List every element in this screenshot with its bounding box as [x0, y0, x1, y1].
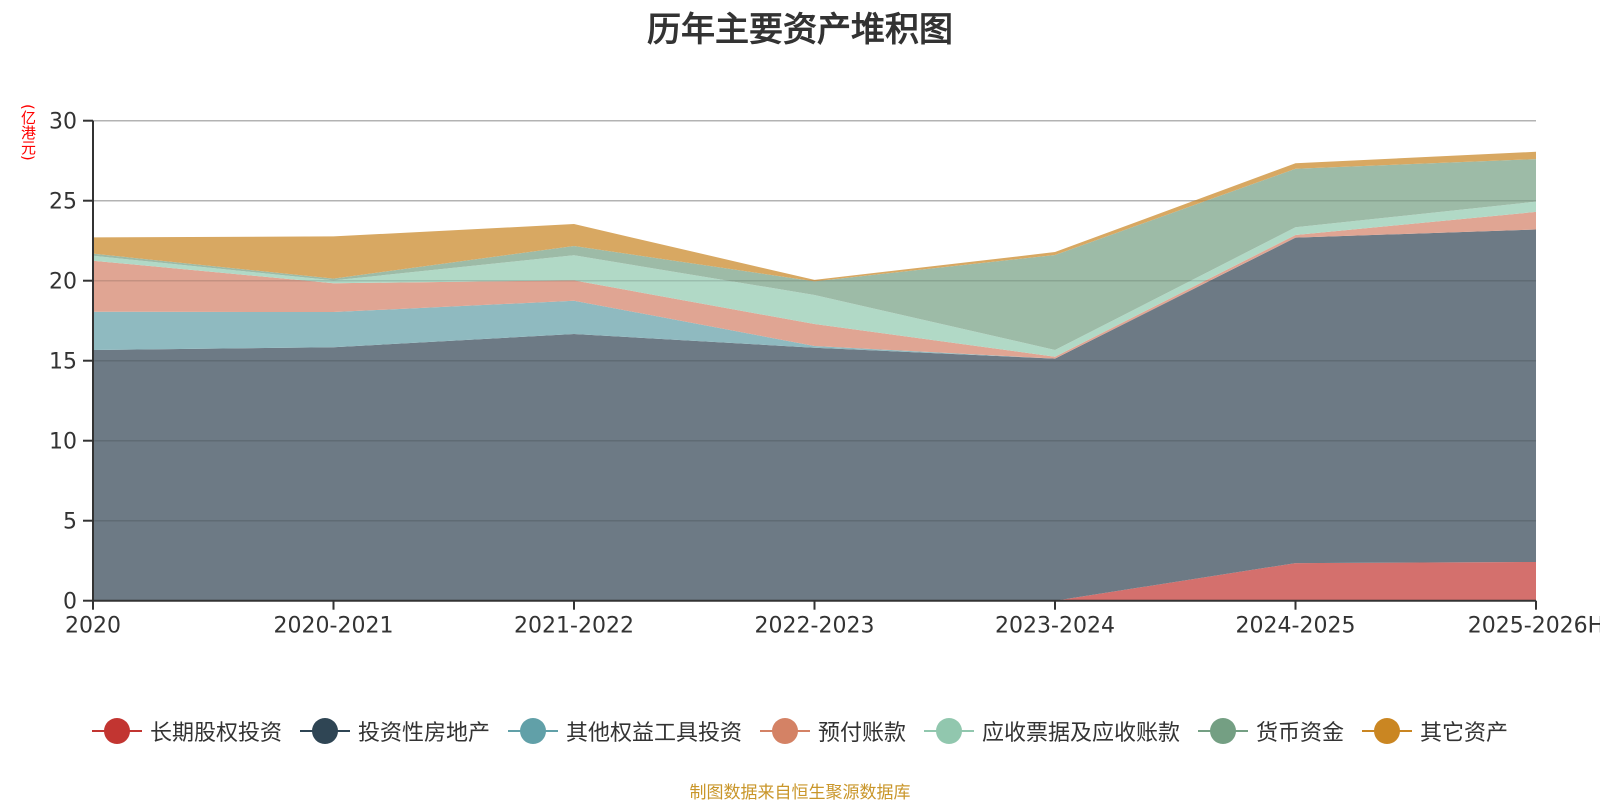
source-note: 制图数据来自恒生聚源数据库: [689, 783, 911, 803]
legend-item-3[interactable]: 预付账款: [759, 715, 906, 747]
legend-label: 货币资金: [1256, 721, 1345, 746]
axes: 0 5 10 15 20 25 30 2020 2020-2021 2021-2022 2022-2…: [49, 110, 1600, 639]
legend: 长期股权投资 投资性房地产 其他权益工具投资 预付账款 应收票据及应收账款 货币资金 其它资…: [0, 715, 1600, 747]
legend-marker-icon: [507, 718, 558, 744]
y-tick-label: 0: [63, 590, 77, 615]
stacked-area-chart: 0 5 10 15 20 25 30 2020 2020-2021 2021-2022 2022-2…: [49, 110, 1600, 639]
legend-marker-icon: [91, 718, 142, 744]
legend-item-1[interactable]: 投资性房地产: [299, 715, 490, 747]
legend-label: 长期股权投资: [149, 721, 282, 746]
y-tick-label: 5: [63, 510, 77, 535]
x-tick-label: 2023-2024: [995, 614, 1115, 639]
x-tick-label: 2021-2022: [514, 614, 634, 639]
y-tick-label: 15: [49, 350, 77, 375]
legend-item-4[interactable]: 应收票据及应收账款: [924, 715, 1180, 747]
y-tick-label: 25: [49, 190, 77, 215]
area-series-0[interactable]: [93, 561, 1536, 601]
y-tick-label: 10: [49, 430, 77, 455]
legend-marker-icon: [299, 718, 350, 744]
legend-label: 其它资产: [1420, 721, 1509, 746]
area-series-1[interactable]: [93, 229, 1536, 601]
legend-item-2[interactable]: 其他权益工具投资: [507, 715, 742, 747]
legend-item-6[interactable]: 其它资产: [1362, 715, 1508, 747]
legend-item-5[interactable]: 货币资金: [1198, 715, 1344, 747]
legend-marker-icon: [759, 718, 810, 744]
area-series-4[interactable]: [93, 201, 1536, 357]
legend-item-0[interactable]: 长期股权投资: [91, 715, 282, 747]
x-tick-label: 2020: [65, 614, 121, 639]
y-tick-label: 30: [49, 110, 77, 135]
legend-label: 预付账款: [817, 721, 906, 746]
chart-title: 历年主要资产堆积图: [647, 10, 953, 50]
legend-label: 其他权益工具投资: [565, 721, 742, 746]
x-tick-label: 2024-2025: [1236, 614, 1356, 639]
x-tick-label: 2020-2021: [274, 614, 394, 639]
x-tick-label: 2025-2026H: [1468, 614, 1600, 639]
y-axis-unit-label: (亿港元): [19, 104, 37, 161]
area-series: [93, 119, 1536, 601]
x-tick-label: 2022-2023: [755, 614, 875, 639]
legend-label: 投资性房地产: [357, 721, 490, 746]
area-series-5[interactable]: [93, 159, 1536, 350]
area-series-2[interactable]: [93, 229, 1536, 359]
legend-marker-icon: [924, 718, 974, 744]
area-series-6[interactable]: [93, 151, 1536, 282]
legend-marker-icon: [1362, 718, 1413, 744]
legend-marker-icon: [1198, 718, 1249, 744]
area-series-3[interactable]: [93, 211, 1536, 359]
y-tick-label: 20: [49, 270, 77, 295]
legend-label: 应收票据及应收账款: [982, 721, 1181, 746]
